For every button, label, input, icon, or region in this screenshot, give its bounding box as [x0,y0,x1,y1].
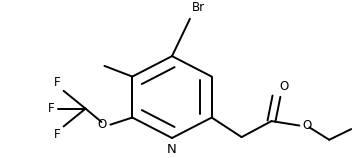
Text: F: F [48,102,55,115]
Text: O: O [303,119,311,132]
Text: F: F [54,76,61,89]
Text: N: N [167,143,177,156]
Text: Br: Br [192,1,205,14]
Text: O: O [97,118,106,131]
Text: O: O [280,80,289,93]
Text: F: F [54,128,61,141]
